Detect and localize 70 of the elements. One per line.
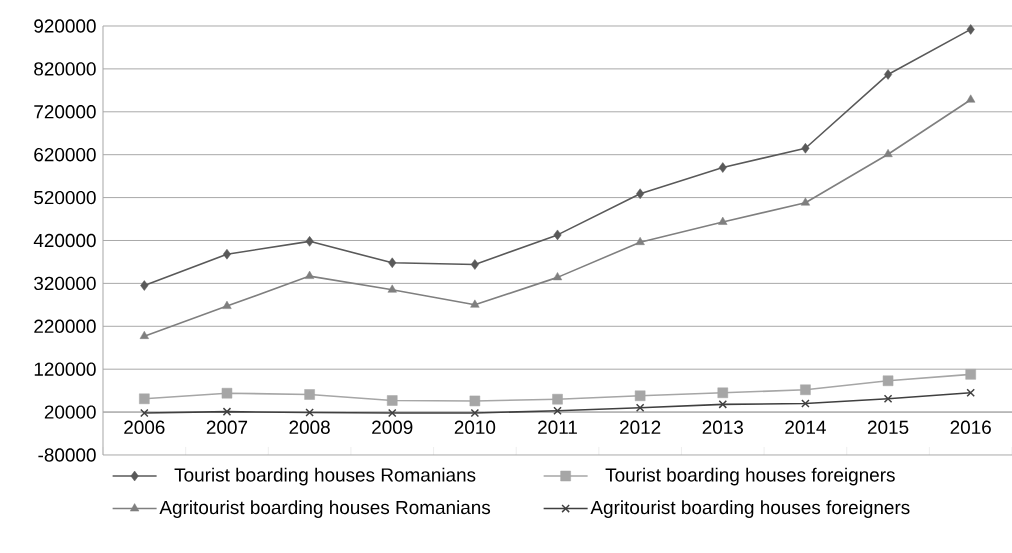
point xyxy=(801,399,810,408)
legend-label: Tourist boarding houses foreigners xyxy=(605,467,895,486)
x-tick-label: 2007 xyxy=(206,420,248,434)
point xyxy=(221,387,233,399)
y-tick-label: 620000 xyxy=(34,147,96,162)
point xyxy=(552,393,563,405)
point xyxy=(470,259,479,270)
point xyxy=(387,408,397,418)
point xyxy=(882,375,894,387)
point xyxy=(387,284,397,293)
x-tick-label: 2011 xyxy=(538,420,577,434)
point xyxy=(139,393,150,405)
point xyxy=(304,389,315,400)
point xyxy=(965,369,976,380)
point xyxy=(386,395,398,406)
point xyxy=(388,257,397,269)
x-tick-label: 2010 xyxy=(454,420,496,434)
point xyxy=(966,94,976,103)
x-tick-label: 2015 xyxy=(867,420,909,434)
point xyxy=(966,388,975,398)
legend-label: Agritourist boarding houses foreigners xyxy=(590,500,910,518)
point xyxy=(470,408,480,418)
y-tick-label: 520000 xyxy=(34,190,96,205)
x-tick-label: 2008 xyxy=(289,420,330,434)
point xyxy=(469,395,481,407)
point xyxy=(470,299,480,308)
y-tick-label: -80000 xyxy=(38,448,96,462)
y-tick-label: 920000 xyxy=(34,19,96,33)
point xyxy=(305,270,315,279)
point xyxy=(553,229,562,241)
point xyxy=(884,69,893,80)
point xyxy=(222,407,232,416)
point xyxy=(635,403,645,413)
point xyxy=(718,162,727,173)
y-tick-label: 120000 xyxy=(34,362,96,376)
point xyxy=(800,384,811,396)
point xyxy=(801,143,810,154)
point xyxy=(305,408,314,417)
x-tick-label: 2016 xyxy=(950,420,991,434)
point xyxy=(717,387,729,399)
point xyxy=(552,272,563,281)
point xyxy=(139,330,149,339)
point xyxy=(305,236,314,247)
y-tick-label: 220000 xyxy=(34,319,96,333)
x-tick-label: 2014 xyxy=(785,420,826,434)
x-tick-label: 2013 xyxy=(702,420,743,434)
point xyxy=(634,390,646,402)
y-tick-label: 720000 xyxy=(34,105,96,119)
point xyxy=(883,149,893,158)
point xyxy=(800,197,810,206)
y-tick-label: 320000 xyxy=(34,276,96,291)
point xyxy=(636,188,645,199)
y-tick-label: 420000 xyxy=(33,233,96,248)
point xyxy=(635,236,645,245)
point xyxy=(553,406,562,416)
x-tick-label: 2009 xyxy=(372,420,413,434)
point xyxy=(222,300,232,309)
x-tick-label: 2006 xyxy=(124,420,165,434)
point xyxy=(966,24,975,35)
point xyxy=(718,216,728,225)
point xyxy=(718,400,728,409)
y-tick-label: 820000 xyxy=(34,62,96,76)
x-tick-label: 2012 xyxy=(620,420,661,434)
point xyxy=(883,394,893,404)
legend-label: Tourist boarding houses Romanians xyxy=(174,467,476,486)
y-tick-label: 20000 xyxy=(44,405,96,419)
point xyxy=(222,248,231,260)
point xyxy=(140,408,149,418)
point xyxy=(140,280,149,291)
legend-label: Agritourist boarding houses Romanians xyxy=(159,500,491,518)
